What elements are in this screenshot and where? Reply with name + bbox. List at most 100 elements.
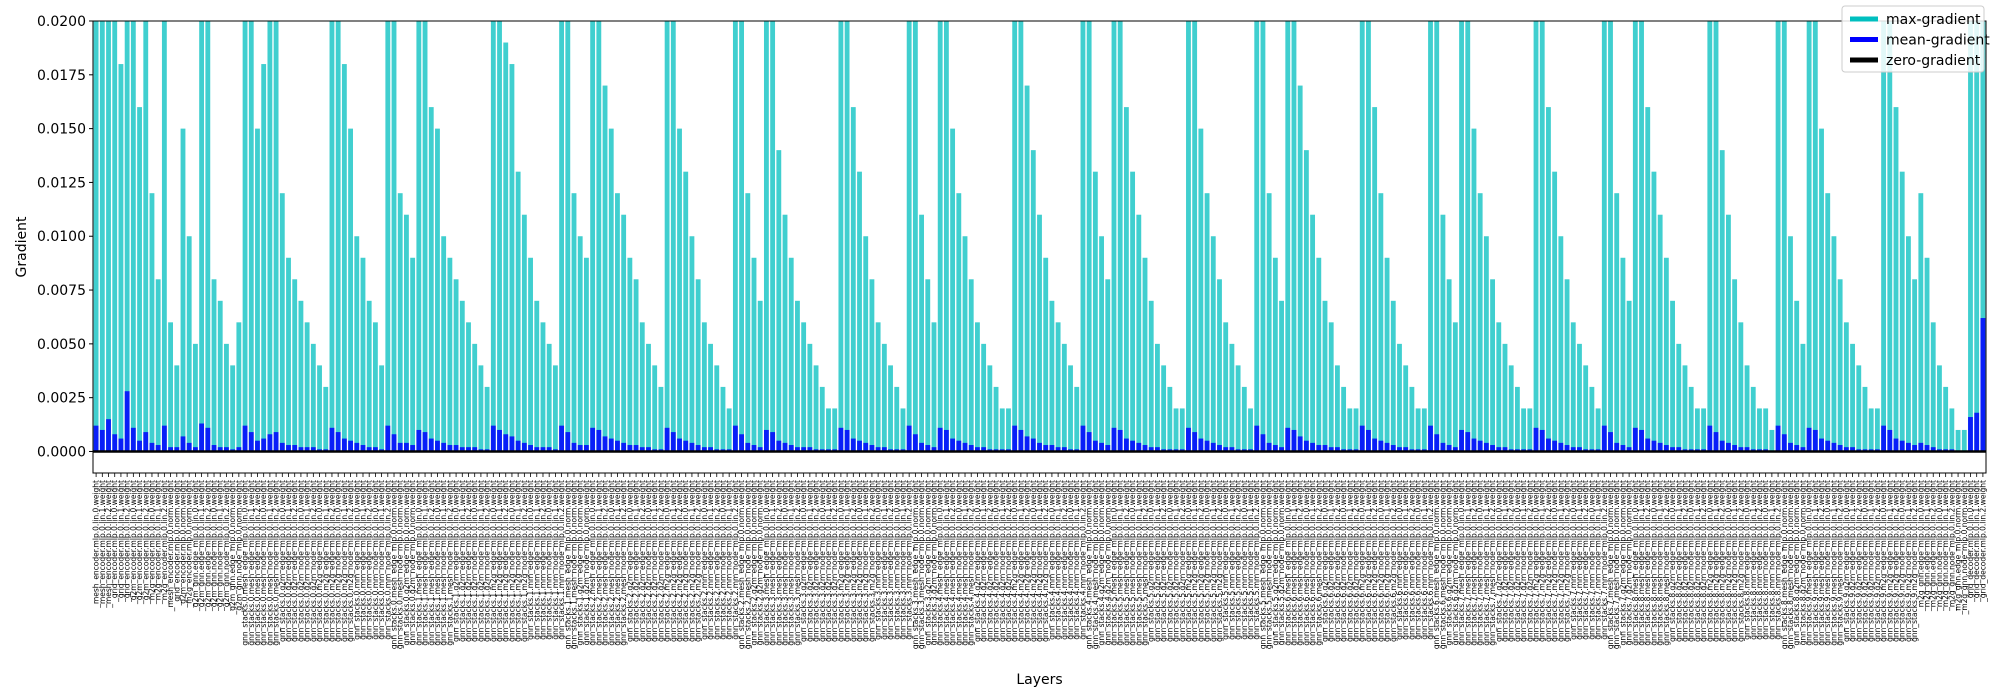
- max-gradient-bar: [826, 408, 831, 452]
- x-tick-label: gnn_stacks.1.mm_node_mlp.0.lin.2.weight: [557, 480, 566, 640]
- x-tick-label: gnn_stacks.3.mesh_node_mlp.0.lin.0.weigh…: [781, 480, 790, 646]
- max-gradient-bar: [894, 386, 900, 452]
- x-tick-label: _g2m_gnn.node_mlp.0.norm.weight: [234, 480, 243, 615]
- x-tick-label: _m2g_gnn.node_mlp.0.lin.2.weight: [1947, 480, 1956, 612]
- x-tick-label: gnn_stacks.6.m2g_node_mlp.0.lin.2.weight: [1389, 480, 1398, 642]
- mean-gradient-bar: [466, 447, 471, 452]
- max-gradient-bar: [906, 21, 912, 452]
- max-gradient-bar: [1341, 386, 1347, 452]
- max-gradient-bar: [552, 365, 558, 452]
- max-gradient-bar: [1248, 408, 1253, 452]
- mean-gradient-bar: [509, 436, 515, 452]
- max-gradient-bar: [1856, 365, 1862, 452]
- x-tick-label: gnn_stacks.4.m2g_edge_mlp.0.lin.2.weight: [1023, 480, 1032, 642]
- mean-gradient-bar: [211, 445, 217, 452]
- max-gradient-bar: [975, 322, 980, 452]
- max-gradient-bar: [1303, 150, 1309, 452]
- mean-gradient-bar: [608, 438, 614, 452]
- max-gradient-bar: [1937, 365, 1942, 452]
- x-tick-label: gnn_stacks.8.mm_edge_mlp.0.lin.0.weight: [1743, 480, 1752, 640]
- mean-gradient-bar: [404, 442, 409, 452]
- x-tick-label: gnn_stacks.7.mm_node_mlp.0.lin.2.weight: [1600, 480, 1609, 640]
- max-gradient-bar: [1130, 171, 1136, 452]
- mean-gradient-bar: [863, 442, 869, 452]
- x-axis: _mesh_encoder.mlp.0.lin.0.weight_mesh_en…: [92, 473, 1987, 649]
- max-gradient-bar: [118, 64, 124, 452]
- mean-gradient-bar: [1452, 447, 1458, 452]
- x-tick-label: _g2m_gnn.edge_mlp.0.norm.weight: [228, 480, 237, 616]
- max-gradient-bar: [1552, 171, 1558, 452]
- mean-gradient-bar: [1285, 427, 1291, 452]
- max-gradient-bar: [1614, 193, 1620, 452]
- x-tick-label: gnn_stacks.2.mesh_node_mlp.0.lin.1.weigh…: [613, 480, 622, 646]
- x-tick-label: gnn_stacks.3.mm_edge_mlp.0.lin.0.weight: [874, 480, 883, 640]
- max-gradient-bar: [1465, 21, 1471, 452]
- x-tick-label: gnn_stacks.6.m2g_edge_mlp.0.lin.0.weight: [1358, 480, 1367, 642]
- max-gradient-bar: [1440, 214, 1446, 452]
- max-gradient-bar: [919, 214, 924, 452]
- mean-gradient-bar: [943, 429, 949, 452]
- mean-gradient-bar: [521, 442, 527, 452]
- x-tick-label: _g2m_gnn.edge_mlp.0.lin.1.weight: [197, 480, 206, 612]
- x-tick-label: gnn_stacks.7.mm_edge_mlp.0.lin.0.weight: [1569, 480, 1578, 640]
- x-tick-label: gnn_stacks.5.m2g_edge_mlp.0.lin.0.weight: [1184, 480, 1193, 642]
- max-gradient-bar: [360, 257, 366, 452]
- max-gradient-bar: [435, 128, 440, 452]
- max-gradient-bar: [1707, 21, 1713, 452]
- max-gradient-bar: [286, 257, 291, 452]
- mean-gradient-bar: [807, 447, 813, 452]
- max-gradient-bar: [1781, 21, 1787, 452]
- max-gradient-bar: [155, 279, 161, 452]
- x-tick-label: gnn_stacks.5.g2m_node_mlp.0.norm.weight: [1277, 480, 1286, 645]
- mean-gradient-bar: [1384, 442, 1390, 452]
- y-tick-label: 0.0075: [37, 283, 86, 299]
- mean-gradient-bar: [627, 445, 633, 452]
- x-tick-label: gnn_stacks.8.mesh_edge_mlp.0.lin.2.weigh…: [1643, 480, 1652, 646]
- mean-gradient-bar: [956, 440, 962, 452]
- max-gradient-bar: [1620, 257, 1626, 452]
- max-gradient-bar: [1757, 408, 1762, 452]
- x-tick-label: gnn_stacks.1.g2m_node_mlp.0.norm.weight: [582, 480, 591, 645]
- max-gradient-bar: [596, 21, 602, 452]
- x-tick-label: gnn_stacks.5.m2g_node_mlp.0.lin.1.weight: [1209, 480, 1218, 642]
- max-gradient-bar: [981, 343, 987, 452]
- max-gradient-bar: [1899, 171, 1905, 452]
- x-tick-label: gnn_stacks.8.m2g_node_mlp.0.lin.0.weight: [1724, 480, 1733, 642]
- max-gradient-bar: [341, 64, 347, 452]
- x-tick-label: gnn_stacks.2.g2m_edge_mlp.0.lin.2.weight: [638, 480, 647, 642]
- max-gradient-bar: [1167, 386, 1173, 452]
- x-tick-label: gnn_stacks.6.g2m_edge_mlp.0.norm.weight: [1445, 480, 1454, 645]
- x-tick-label: gnn_stacks.3.mesh_node_mlp.0.norm.weight: [917, 480, 926, 649]
- x-tick-label: gnn_stacks.1.mesh_edge_mlp.0.lin.2.weigh…: [427, 480, 436, 646]
- max-gradient-bar: [515, 171, 521, 452]
- max-gradient-bar: [1775, 21, 1781, 452]
- x-tick-label: gnn_stacks.0.g2m_node_mlp.0.lin.0.weight: [296, 480, 305, 642]
- x-tick-label: gnn_stacks.3.mm_node_mlp.0.lin.0.weight: [892, 480, 901, 640]
- max-gradient-bar: [900, 408, 906, 452]
- y-tick-label: 0.0050: [37, 337, 86, 353]
- x-tick-label: gnn_stacks.8.g2m_edge_mlp.0.lin.2.weight: [1680, 480, 1689, 642]
- mean-gradient-bar: [782, 442, 788, 452]
- mean-gradient-bar: [1850, 447, 1855, 452]
- x-tick-label: gnn_stacks.3.g2m_node_mlp.0.lin.1.weight: [824, 480, 833, 642]
- max-gradient-bar: [192, 343, 198, 452]
- max-gradient-bar: [1415, 408, 1421, 452]
- x-tick-label: gnn_stacks.6.mm_node_mlp.0.lin.1.weight: [1420, 480, 1429, 640]
- x-tick-label: gnn_stacks.9.mesh_edge_mlp.0.lin.0.weigh…: [1805, 480, 1814, 646]
- x-tick-label: gnn_stacks.0.mesh_edge_mlp.0.norm.weight: [390, 480, 399, 649]
- max-gradient-bar: [354, 236, 360, 452]
- x-tick-label: gnn_stacks.8.g2m_node_mlp.0.norm.weight: [1798, 480, 1807, 645]
- x-tick-label: gnn_stacks.1.g2m_edge_mlp.0.norm.weight: [576, 480, 585, 645]
- x-tick-label: gnn_stacks.0.m2g_node_mlp.0.lin.1.weight: [340, 480, 349, 642]
- max-gradient-bar: [1409, 386, 1415, 452]
- max-gradient-bar: [217, 300, 223, 452]
- mean-gradient-bar: [1092, 440, 1098, 452]
- x-tick-label: gnn_stacks.7.mesh_node_mlp.0.lin.0.weigh…: [1476, 480, 1485, 646]
- x-tick-label: gnn_stacks.8.g2m_node_mlp.0.lin.2.weight: [1699, 480, 1708, 642]
- mean-gradient-bar: [931, 447, 937, 452]
- mean-gradient-bar: [1086, 432, 1092, 452]
- mean-gradient-bar: [1223, 447, 1229, 452]
- max-gradient-bar: [1161, 365, 1167, 452]
- x-tick-label: gnn_stacks.0.mm_node_mlp.0.lin.2.weight: [383, 480, 392, 640]
- mean-gradient-bar: [372, 447, 378, 452]
